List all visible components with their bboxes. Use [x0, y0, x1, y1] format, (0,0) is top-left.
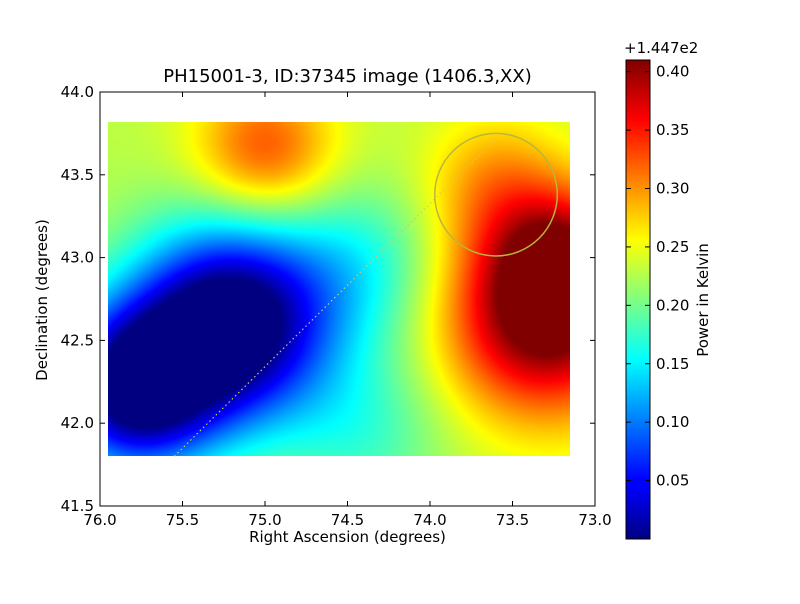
- overlay-layer: [173, 132, 559, 457]
- dotted-diagonal-line: [173, 137, 497, 457]
- x-tick-label: 74.5: [331, 511, 364, 529]
- source-circle: [433, 132, 559, 257]
- colorbar-tick-label: 0.10: [656, 413, 689, 431]
- x-tick-label: 73.0: [578, 511, 611, 529]
- colorbar-tick-label: 0.40: [656, 63, 689, 81]
- colorbar-tick-label: 0.35: [656, 121, 689, 139]
- y-tick-label: 44.0: [61, 83, 94, 101]
- y-axis-ticks: 41.5 42.0 42.5 43.0 43.5 44.0: [61, 83, 595, 515]
- colorbar-tick-label: 0.05: [656, 472, 689, 490]
- heatmap-raster: [108, 122, 570, 456]
- x-axis-ticks: 76.0 75.5 75.0 74.5 74.0 73.5 73.0: [83, 92, 612, 529]
- x-tick-label: 75.0: [248, 511, 281, 529]
- y-tick-label: 42.0: [61, 414, 94, 432]
- x-tick-label: 74.0: [413, 511, 446, 529]
- colorbar-tick-label: 0.20: [656, 296, 689, 314]
- colorbar-tick-label: 0.25: [656, 238, 689, 256]
- x-tick-label: 75.5: [166, 511, 199, 529]
- colorbar-label: Power in Kelvin: [694, 243, 712, 357]
- colorbar: [625, 59, 651, 540]
- colorbar-offset-text: +1.447e2: [624, 39, 699, 57]
- heatmap-image: [108, 122, 570, 456]
- y-tick-label: 41.5: [61, 497, 94, 515]
- y-tick-label: 42.5: [61, 331, 94, 349]
- chart-title: PH15001-3, ID:37345 image (1406.3,XX): [163, 66, 532, 87]
- y-tick-label: 43.5: [61, 166, 94, 184]
- colorbar-tick-label: 0.30: [656, 180, 689, 198]
- x-axis-label: Right Ascension (degrees): [249, 528, 446, 546]
- x-tick-label: 73.5: [496, 511, 529, 529]
- colorbar-tick-label: 0.15: [656, 355, 689, 373]
- y-axis-label: Declination (degrees): [33, 219, 51, 381]
- y-tick-label: 43.0: [61, 249, 94, 267]
- x-tick-label: 76.0: [83, 511, 116, 529]
- colorbar-ticks: 0.05 0.10 0.15 0.20 0.25 0.30 0.35 0.40: [626, 63, 689, 490]
